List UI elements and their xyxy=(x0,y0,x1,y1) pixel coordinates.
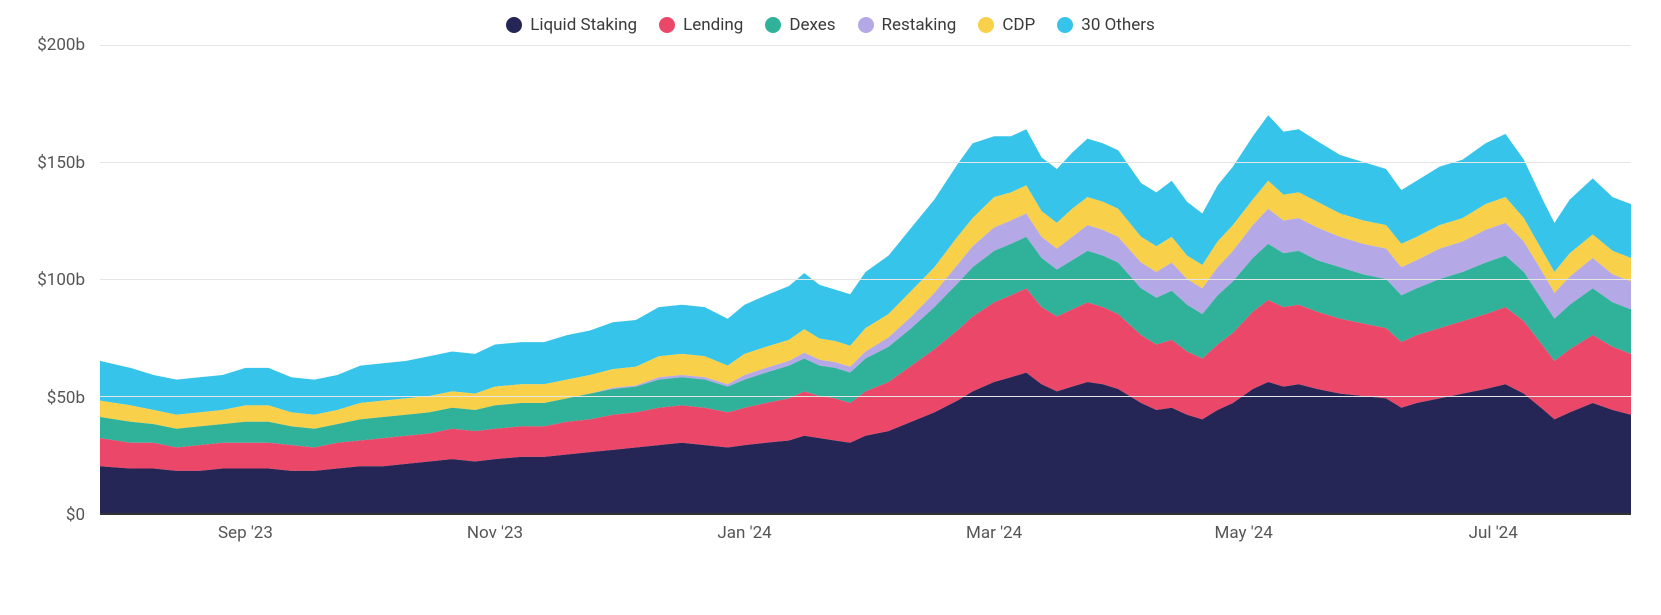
legend-label: Restaking xyxy=(882,15,957,35)
legend-label: CDP xyxy=(1002,15,1035,35)
plot-area[interactable] xyxy=(100,45,1631,515)
legend-item-others[interactable]: 30 Others xyxy=(1057,15,1155,35)
y-tick-label: $150b xyxy=(37,153,85,173)
legend-item-lending[interactable]: Lending xyxy=(659,15,743,35)
x-tick-label: Nov '23 xyxy=(467,523,523,543)
legend-dot xyxy=(506,17,522,33)
legend-dot xyxy=(1057,17,1073,33)
legend-label: Liquid Staking xyxy=(530,15,637,35)
y-axis: $0$50b$100b$150b$200b xyxy=(20,45,90,515)
x-tick-label: Jan '24 xyxy=(717,523,771,543)
gridline xyxy=(100,396,1631,397)
legend-label: Dexes xyxy=(789,15,835,35)
x-tick-label: Jul '24 xyxy=(1469,523,1518,543)
legend-item-dexes[interactable]: Dexes xyxy=(765,15,835,35)
legend-item-cdp[interactable]: CDP xyxy=(978,15,1035,35)
gridline xyxy=(100,162,1631,163)
y-tick-label: $200b xyxy=(37,35,85,55)
legend-dot xyxy=(978,17,994,33)
legend-label: Lending xyxy=(683,15,743,35)
gridline xyxy=(100,45,1631,46)
gridline xyxy=(100,279,1631,280)
x-axis: Sep '23 Nov '23 Jan '24 Mar '24 May '24 Jul '… xyxy=(100,515,1631,545)
chart-area: $0$50b$100b$150b$200b Sep '23Nov '23Jan … xyxy=(20,45,1641,545)
legend-item-liquid-staking[interactable]: Liquid Staking xyxy=(506,15,637,35)
chart-legend: Liquid Staking Lending Dexes Restaking C… xyxy=(20,10,1641,35)
y-tick-label: $0 xyxy=(66,505,85,525)
y-tick-label: $50b xyxy=(47,388,85,408)
x-tick-label: Sep '23 xyxy=(218,523,273,543)
legend-label: 30 Others xyxy=(1081,15,1155,35)
legend-dot xyxy=(858,17,874,33)
legend-item-restaking[interactable]: Restaking xyxy=(858,15,957,35)
y-tick-label: $100b xyxy=(37,270,85,290)
legend-dot xyxy=(765,17,781,33)
legend-dot xyxy=(659,17,675,33)
chart-container: Liquid Staking Lending Dexes Restaking C… xyxy=(0,0,1661,615)
x-tick-label: May '24 xyxy=(1215,523,1273,543)
x-tick-label: Mar '24 xyxy=(966,523,1022,543)
